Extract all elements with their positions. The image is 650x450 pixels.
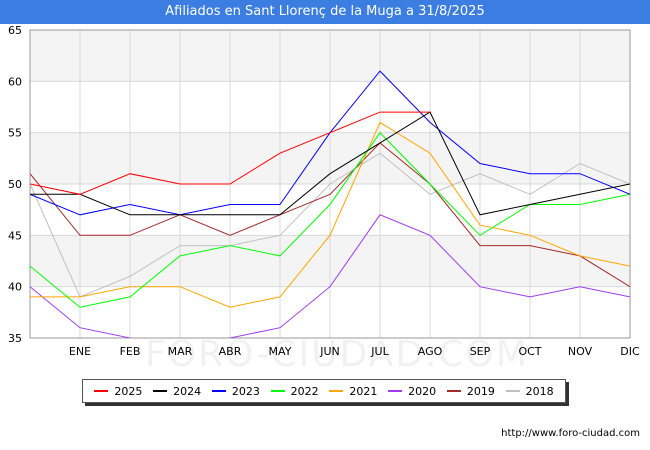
legend-label: 2024 (173, 384, 202, 398)
legend: 2025 2024 2023 2022 2021 2020 2019 2018 (82, 379, 566, 403)
x-tick-label: AGO (418, 345, 443, 358)
legend-item-2025: 2025 (94, 385, 142, 398)
legend-swatch (446, 390, 461, 392)
legend-label: 2025 (114, 384, 143, 398)
series-line-2021 (30, 121, 630, 308)
series-line-2019 (30, 142, 630, 288)
chart-title: Afiliados en Sant Llorenç de la Muga a 3… (0, 0, 650, 24)
x-tick-label: ENE (69, 345, 91, 358)
legend-swatch (329, 390, 344, 392)
legend-label: 2018 (525, 384, 554, 398)
y-tick-label: 55 (8, 127, 22, 140)
x-tick-label: JUN (319, 345, 340, 358)
legend-item-2020: 2020 (388, 385, 436, 398)
y-tick-label: 35 (8, 332, 22, 345)
legend-swatch (505, 390, 520, 392)
y-tick-label: 50 (8, 178, 22, 191)
x-tick-label: MAR (168, 345, 193, 358)
x-tick-label: FEB (120, 345, 141, 358)
legend-item-2018: 2018 (505, 384, 554, 398)
y-tick-label: 65 (8, 24, 22, 37)
series-line-2025 (30, 111, 430, 195)
x-tick-label: ABR (219, 345, 242, 358)
legend-item-2019: 2019 (446, 384, 495, 398)
series-line-2024 (30, 111, 630, 216)
legend-label: 2022 (290, 384, 319, 398)
x-tick-label: DIC (620, 345, 640, 358)
source-link[interactable]: http://www.foro-ciudad.com (501, 428, 640, 439)
legend-swatch (388, 390, 403, 392)
x-tick-label: OCT (518, 345, 541, 358)
x-tick-label: JUL (370, 345, 389, 358)
y-tick-label: 40 (8, 281, 22, 294)
legend-item-2022: 2022 (270, 384, 319, 398)
watermark: FORO-CIUDAD.COM (145, 334, 529, 375)
x-tick-label: SEP (470, 345, 491, 358)
legend-item-2024: 2024 (153, 385, 201, 398)
legend-swatch (153, 390, 168, 392)
legend-label: 2020 (408, 384, 437, 398)
legend-swatch (211, 390, 226, 392)
series-line-2020 (30, 214, 630, 338)
legend-label: 2019 (466, 384, 495, 398)
legend-label: 2023 (231, 384, 260, 398)
y-tick-label: 45 (8, 229, 22, 242)
x-tick-label: NOV (568, 345, 593, 358)
legend-label: 2021 (349, 384, 378, 398)
series-line-2018 (30, 152, 630, 298)
legend-swatch (270, 390, 285, 392)
legend-item-2021: 2021 (329, 385, 377, 398)
legend-item-2023: 2023 (211, 384, 260, 398)
legend-swatch (94, 390, 109, 392)
x-tick-label: MAY (269, 345, 292, 358)
y-tick-label: 60 (8, 75, 22, 88)
